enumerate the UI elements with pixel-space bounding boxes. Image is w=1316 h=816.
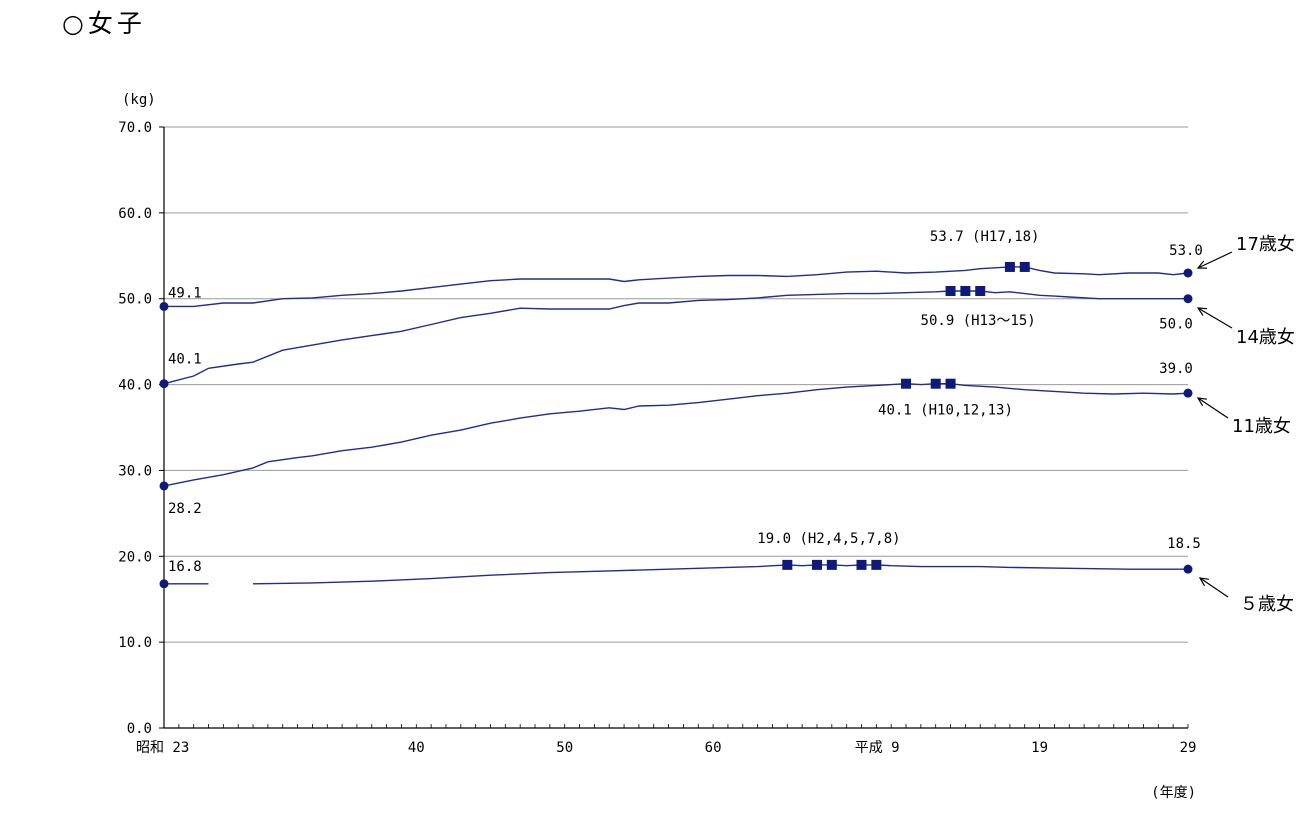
y-tick-label: 70.0	[118, 120, 152, 136]
x-tick-label: 29	[1180, 740, 1197, 756]
series-name-label: 14歳女	[1236, 327, 1295, 348]
max-value-label: 40.1 (H10,12,13)	[878, 403, 1013, 419]
pointer-arrow	[1199, 577, 1229, 598]
max-point-marker	[871, 559, 882, 570]
series-line	[163, 382, 1189, 487]
y-tick-label: 50.0	[118, 292, 152, 308]
max-point-marker	[1019, 261, 1030, 272]
max-value-label: 50.9 (H13～15)	[921, 313, 1036, 329]
start-value-label: 16.8	[168, 559, 202, 575]
pointer-arrow	[1197, 251, 1233, 269]
max-point-marker	[856, 559, 867, 570]
x-tick-label: 昭和 23	[136, 740, 189, 756]
end-value-label: 18.5	[1167, 536, 1201, 552]
end-point-marker	[1183, 268, 1193, 278]
end-value-label: 39.0	[1159, 361, 1193, 377]
y-tick-label: 60.0	[118, 206, 152, 222]
end-point-marker	[1183, 388, 1193, 398]
y-tick-label: 20.0	[118, 549, 152, 565]
max-point-marker	[811, 559, 822, 570]
max-value-label: 19.0 (H2,4,5,7,8)	[757, 531, 900, 547]
axes: 70.0 60.0 50.0 40.0 30.0 20.0 10.0 0.0 昭和 23 40 50…	[118, 92, 1196, 801]
series-line	[163, 290, 1188, 385]
page-title: ○女子	[62, 9, 146, 38]
x-tick-label: 60	[705, 740, 722, 756]
max-point-marker	[782, 559, 793, 570]
start-point-marker	[159, 301, 169, 311]
pointer-arrowhead	[1196, 307, 1208, 316]
x-axis-title: (年度)	[1151, 785, 1196, 801]
pointer-arrowhead	[1198, 577, 1209, 587]
start-point-marker	[159, 579, 169, 589]
pointer-arrow	[1197, 397, 1229, 419]
max-point-marker	[1004, 261, 1015, 272]
series-line	[164, 266, 1189, 308]
series-name-label: 17歳女	[1236, 234, 1295, 255]
pointer-arrowhead	[1196, 260, 1208, 269]
x-tick-label: 40	[408, 740, 425, 756]
start-value-label: 28.2	[168, 501, 202, 517]
max-point-marker	[945, 285, 956, 296]
max-value-label: 53.7 (H17,18)	[930, 229, 1040, 245]
start-value-label: 40.1	[168, 352, 202, 368]
end-point-marker	[1183, 564, 1193, 574]
max-point-marker	[960, 285, 971, 296]
end-value-label: 50.0	[1159, 317, 1193, 333]
pointer-arrowhead	[1196, 397, 1207, 407]
y-tick-label: 40.0	[118, 378, 152, 394]
max-point-marker	[901, 378, 912, 389]
max-point-marker	[930, 378, 941, 389]
series-name-label: ５歳女	[1240, 594, 1294, 615]
x-tick-label: 平成 9	[855, 740, 900, 756]
y-tick-label: 10.0	[118, 635, 152, 651]
gridlines	[164, 126, 1188, 643]
y-axis-title: (kg)	[122, 92, 156, 108]
data-markers	[159, 261, 1193, 589]
pointer-arrow	[1197, 307, 1233, 329]
max-point-marker	[975, 285, 986, 296]
x-tick-label: 50	[556, 740, 573, 756]
end-value-label: 53.0	[1169, 243, 1203, 259]
start-value-label: 49.1	[168, 285, 202, 301]
y-tick-label: 0.0	[127, 721, 152, 737]
series-line	[252, 564, 1188, 585]
max-point-marker	[945, 378, 956, 389]
x-tick-label: 19	[1031, 740, 1048, 756]
start-point-marker	[159, 481, 169, 491]
y-tick-label: 30.0	[118, 463, 152, 479]
series-name-label: 11歳女	[1232, 416, 1291, 437]
annotations: 49.1 53.0 53.7 (H17,18) 17歳女 40.1 50.0 50.9 (H…	[168, 229, 1295, 615]
max-point-marker	[826, 559, 837, 570]
end-point-marker	[1183, 294, 1193, 304]
start-point-marker	[159, 379, 169, 389]
